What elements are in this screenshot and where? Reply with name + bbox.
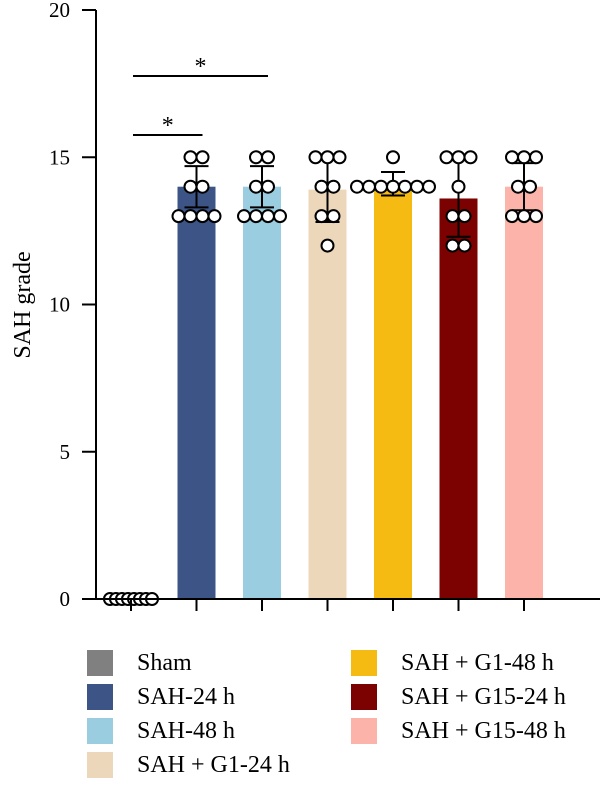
data-point	[249, 209, 263, 224]
data-point	[326, 209, 341, 224]
data-point	[195, 209, 210, 224]
data-point	[273, 209, 287, 224]
data-point	[511, 179, 525, 194]
legend-swatch	[87, 752, 113, 778]
legend-item: Sham	[87, 646, 192, 680]
data-point	[249, 150, 263, 165]
data-point	[445, 209, 460, 224]
data-point	[261, 209, 275, 224]
bar	[505, 186, 543, 599]
data-point	[332, 150, 347, 165]
data-point	[195, 150, 210, 165]
data-point	[314, 209, 329, 224]
legend-swatch	[351, 718, 377, 744]
data-point	[410, 179, 424, 194]
legend-label: SAH + G1-24 h	[137, 751, 290, 778]
significance-markers: **	[133, 54, 268, 139]
data-point	[517, 150, 531, 165]
legend-label: SAH + G1-48 h	[401, 649, 554, 676]
data-point	[439, 150, 454, 165]
x-axis	[96, 598, 600, 611]
data-point	[517, 209, 531, 224]
legend-item: SAH + G1-24 h	[87, 748, 290, 782]
legend-label: SAH + G15-24 h	[401, 683, 566, 710]
data-point	[457, 238, 472, 253]
data-point	[195, 179, 210, 194]
legend-label: SAH + G15-48 h	[401, 717, 566, 744]
bar	[374, 183, 412, 599]
data-point	[529, 150, 543, 165]
legend: Sham SAH-24 h SAH-48 h SAH + G1-24 h SAH + G…	[87, 646, 600, 792]
data-point	[386, 179, 400, 194]
data-point	[314, 179, 329, 194]
data-point	[261, 179, 275, 194]
data-point	[320, 150, 335, 165]
data-point	[308, 150, 323, 165]
data-point	[398, 179, 412, 194]
bar	[308, 189, 347, 599]
data-point	[523, 179, 537, 194]
data-point	[451, 179, 466, 194]
bar	[177, 186, 216, 599]
legend-item: SAH + G15-48 h	[351, 714, 566, 748]
error-bars	[184, 156, 536, 238]
data-point	[422, 179, 436, 194]
legend-item: SAH + G15-24 h	[351, 680, 566, 714]
data-point	[326, 179, 341, 194]
data-point	[320, 238, 335, 253]
legend-swatch	[87, 684, 113, 710]
legend-label: SAH-48 h	[137, 717, 236, 744]
data-point	[237, 209, 251, 224]
y-tick-label: 5	[60, 440, 71, 464]
legend-swatch	[87, 718, 113, 744]
data-points	[103, 150, 543, 606]
legend-label: Sham	[137, 649, 192, 676]
y-tick-label: 0	[60, 587, 71, 611]
data-point	[463, 150, 478, 165]
significance-label: *	[195, 54, 207, 80]
data-point	[183, 150, 198, 165]
data-point	[457, 209, 472, 224]
data-point	[249, 179, 263, 194]
data-point	[505, 150, 519, 165]
data-point	[183, 179, 198, 194]
legend-swatch	[351, 684, 377, 710]
data-point	[207, 209, 222, 224]
data-point	[386, 150, 400, 165]
legend-item: SAH-48 h	[87, 714, 235, 748]
legend-swatch	[87, 650, 113, 676]
data-point	[171, 209, 186, 224]
data-point	[529, 209, 543, 224]
data-point	[445, 238, 460, 253]
y-axis: 0 5 10 15 20	[49, 0, 97, 611]
data-point	[505, 209, 519, 224]
y-tick-label: 15	[49, 145, 70, 169]
y-tick-label: 20	[49, 0, 70, 22]
legend-label: SAH-24 h	[137, 683, 236, 710]
legend-item: SAH + G1-48 h	[351, 646, 554, 680]
data-point	[183, 209, 198, 224]
bar	[439, 198, 478, 600]
bar	[243, 186, 281, 599]
legend-item: SAH-24 h	[87, 680, 235, 714]
bars	[177, 183, 543, 600]
significance-label: *	[162, 113, 174, 139]
data-point	[350, 179, 364, 194]
data-point	[261, 150, 275, 165]
data-point	[451, 150, 466, 165]
y-tick-label: 10	[49, 293, 70, 317]
data-point	[362, 179, 376, 194]
legend-swatch	[351, 650, 377, 676]
y-axis-title: SAH grade	[10, 251, 36, 358]
data-point	[374, 179, 388, 194]
